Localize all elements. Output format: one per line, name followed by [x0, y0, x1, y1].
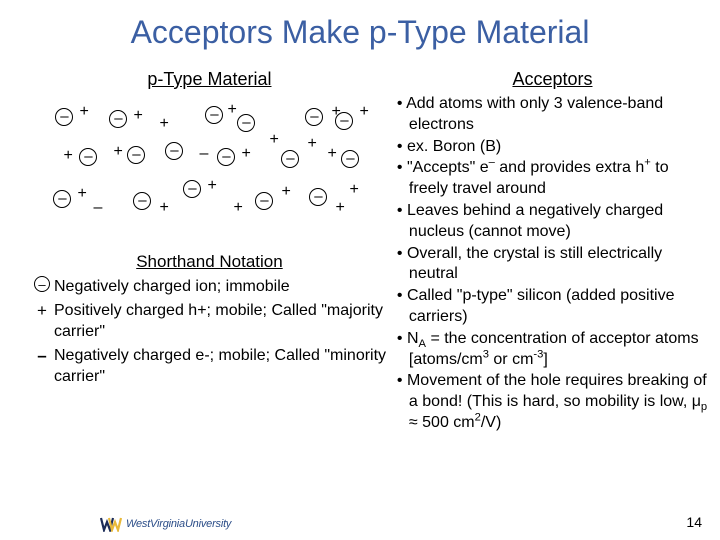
hole-plus: + — [63, 148, 72, 164]
plus-symbol: + — [30, 300, 54, 323]
ion-icon — [79, 148, 97, 166]
legend-row-minus: – Negatively charged e-; mobile; Called … — [30, 345, 389, 388]
hole-plus: + — [133, 108, 142, 124]
wvu-logo: WestVirginiaUniversity — [100, 516, 231, 532]
legend-row-ion: – Negatively charged ion; immobile — [30, 276, 389, 298]
hole-plus: + — [327, 146, 336, 162]
ion-symbol: – — [30, 276, 54, 292]
bullet-item: Called "p-type" silicon (added positive … — [397, 286, 708, 328]
ion-icon — [281, 150, 299, 168]
bullet-item: Movement of the hole requires breaking o… — [397, 371, 708, 433]
content-area: p-Type Material +++++++++++++++++++–– Sh… — [0, 51, 720, 435]
right-column: Acceptors Add atoms with only 3 valence-… — [389, 69, 708, 435]
bullet-item: "Accepts" e– and provides extra h+ to fr… — [397, 158, 708, 200]
slide-title: Acceptors Make p-Type Material — [0, 0, 720, 51]
ion-icon — [237, 114, 255, 132]
shorthand-legend: – Negatively charged ion; immobile + Pos… — [30, 276, 389, 388]
bullet-item: NA = the concentration of acceptor atoms… — [397, 329, 708, 371]
electron-minus: – — [199, 146, 208, 162]
hole-plus: + — [79, 104, 88, 120]
hole-plus: + — [335, 200, 344, 216]
minus-symbol: – — [30, 345, 54, 368]
bullet-item: ex. Boron (B) — [397, 137, 708, 158]
acceptors-heading: Acceptors — [397, 69, 708, 90]
wv-logo-icon — [100, 516, 122, 532]
ion-icon — [305, 108, 323, 126]
ion-icon — [165, 142, 183, 160]
acceptors-bullets: Add atoms with only 3 valence-band elect… — [397, 94, 708, 434]
hole-plus: + — [331, 104, 340, 120]
legend-minus-text: Negatively charged e-; mobile; Called "m… — [54, 345, 389, 388]
ion-icon — [53, 190, 71, 208]
ion-icon — [205, 106, 223, 124]
hole-plus: + — [227, 102, 236, 118]
hole-plus: + — [281, 184, 290, 200]
ptype-heading: p-Type Material — [30, 69, 389, 90]
ion-icon — [217, 148, 235, 166]
shorthand-heading: Shorthand Notation — [30, 252, 389, 272]
left-column: p-Type Material +++++++++++++++++++–– Sh… — [30, 69, 389, 435]
hole-plus: + — [159, 116, 168, 132]
hole-plus: + — [307, 136, 316, 152]
ion-icon — [183, 180, 201, 198]
legend-row-plus: + Positively charged h+; mobile; Called … — [30, 300, 389, 343]
ion-icon — [109, 110, 127, 128]
ion-icon — [309, 188, 327, 206]
slide: Acceptors Make p-Type Material p-Type Ma… — [0, 0, 720, 540]
hole-plus: + — [113, 144, 122, 160]
ion-icon — [127, 146, 145, 164]
bullet-item: Leaves behind a negatively charged nucle… — [397, 201, 708, 243]
page-number: 14 — [686, 514, 702, 530]
hole-plus: + — [159, 200, 168, 216]
hole-plus: + — [233, 200, 242, 216]
ion-icon — [255, 192, 273, 210]
ion-icon — [55, 108, 73, 126]
hole-plus: + — [269, 132, 278, 148]
bullet-item: Overall, the crystal is still electrical… — [397, 244, 708, 286]
ion-icon — [341, 150, 359, 168]
hole-plus: + — [207, 178, 216, 194]
electron-minus: – — [93, 200, 102, 216]
legend-ion-text: Negatively charged ion; immobile — [54, 276, 389, 298]
hole-plus: + — [349, 182, 358, 198]
ptype-diagram: +++++++++++++++++++–– — [49, 100, 369, 230]
legend-plus-text: Positively charged h+; mobile; Called "m… — [54, 300, 389, 343]
bullet-item: Add atoms with only 3 valence-band elect… — [397, 94, 708, 136]
hole-plus: + — [241, 146, 250, 162]
logo-text: WestVirginiaUniversity — [126, 518, 231, 530]
hole-plus: + — [77, 186, 86, 202]
hole-plus: + — [359, 104, 368, 120]
ion-icon — [133, 192, 151, 210]
